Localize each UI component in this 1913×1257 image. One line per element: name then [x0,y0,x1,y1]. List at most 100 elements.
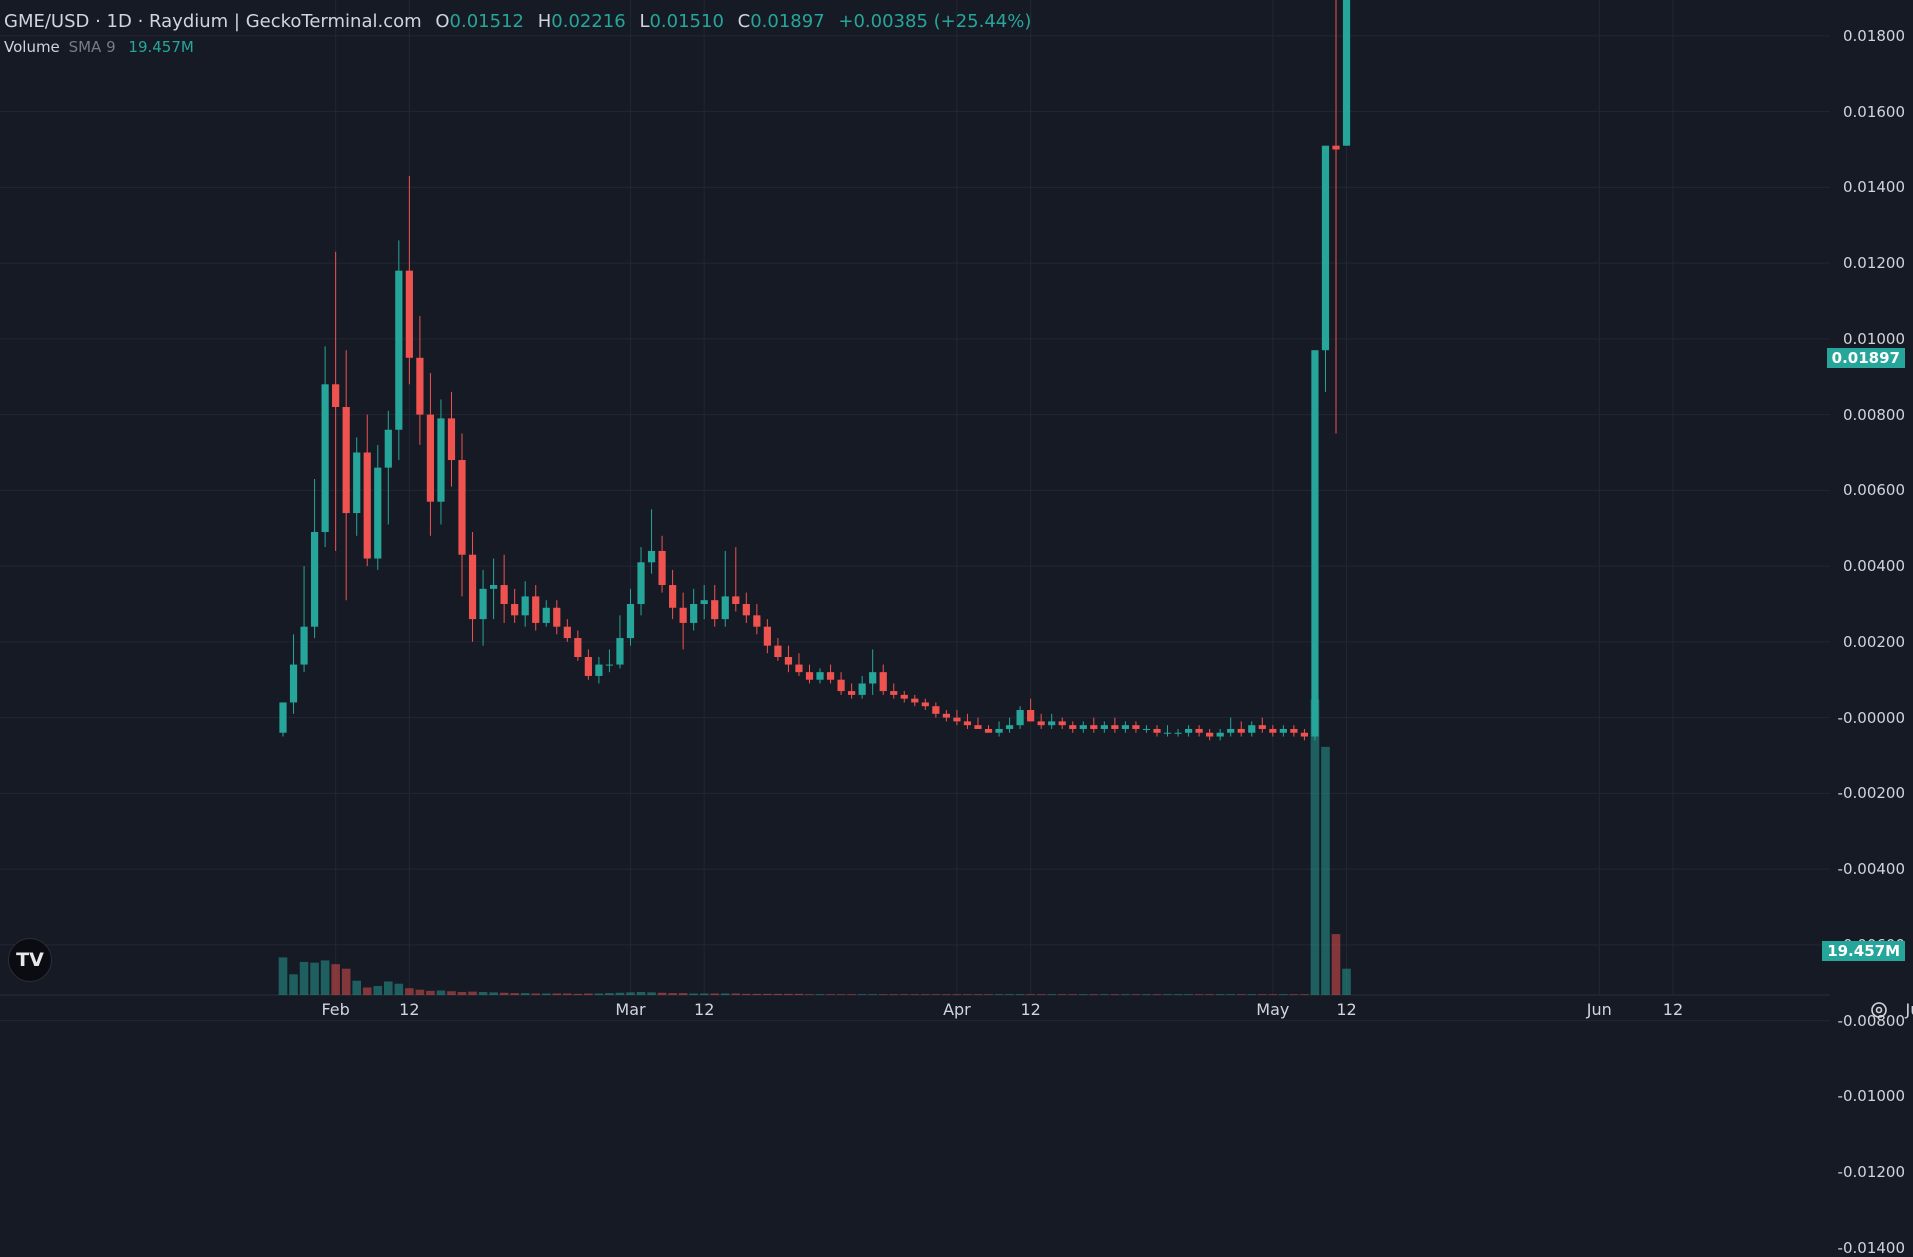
volume-bar [720,993,730,995]
candle-body [953,717,961,722]
volume-bar [1142,994,1151,995]
candle-body [1332,145,1340,150]
volume-bar [520,993,530,995]
price-chart[interactable] [0,0,1913,1030]
candle-body [616,638,624,665]
volume-label[interactable]: Volume [4,38,60,56]
volume-bar [362,987,372,995]
candle-body [932,706,940,714]
candle-body [626,603,635,639]
candle-body [658,550,666,586]
volume-bar [1342,968,1351,995]
open-label: O [435,11,450,32]
volume-bar [373,985,383,995]
y-tick-label: 0.01800 [1842,26,1905,45]
settings-gear-icon[interactable] [1869,1000,1889,1020]
volume-bar [784,993,793,995]
volume-bar [1194,994,1204,995]
volume-bar [1215,994,1225,995]
candle-body [753,615,761,627]
open-value: 0.01512 [449,11,524,32]
candle-body [426,414,435,502]
volume-bar [468,991,477,995]
volume-bar [1289,994,1299,995]
candle-body [342,407,350,514]
volume-bar [731,993,741,995]
x-tick-label: Jun [1586,1000,1612,1019]
candle-body [637,562,645,604]
volume-bar [384,981,393,995]
volume-bar [1300,994,1309,995]
volume-bar [615,992,625,995]
candle-body [784,657,793,665]
y-tick-label: -0.01200 [1837,1163,1905,1182]
candle-body [1258,725,1266,729]
volume-bar [1152,994,1162,995]
volume-bar [942,994,951,995]
x-tick-label: Mar [615,1000,646,1019]
y-tick-label: -0.00000 [1837,708,1905,727]
y-tick-label: 0.01200 [1842,254,1905,273]
candle-body [405,270,413,358]
volume-sma-value: 19.457M [128,38,194,56]
volume-bar [594,993,604,995]
volume-bar [742,993,751,995]
volume-bar [415,989,425,995]
candle-body [1206,732,1214,737]
candle-body [1311,350,1319,737]
candle-body [869,672,877,684]
volume-bar [573,993,583,995]
volume-bar [889,994,899,995]
candle-body [416,357,424,415]
candle-body [1037,721,1045,726]
volume-bar [826,994,835,995]
candle-body [679,607,687,623]
tradingview-logo[interactable]: TV [8,938,52,982]
volume-bar [478,991,488,995]
volume-bar [1247,994,1257,995]
x-tick-label: 12 [1662,1000,1684,1019]
x-tick-label: 12 [399,1000,420,1019]
volume-bar [836,994,846,995]
candle-body [332,384,340,408]
volume-bar [426,990,435,995]
candle-body [1269,728,1277,733]
volume-bar [1026,994,1035,995]
volume-bar [531,993,541,995]
candle-body [1174,732,1182,734]
candle-body [1121,725,1129,729]
volume-bar [1131,994,1141,995]
volume-bar [1057,994,1067,995]
chart-legend: GME/USD · 1D · Raydium | GeckoTerminal.c… [4,8,1031,36]
candle-body [816,672,824,680]
candle-body [669,585,677,608]
x-tick-label: May [1256,1000,1290,1019]
candle-body [984,728,993,733]
x-tick-label: 12 [1020,1000,1041,1019]
volume-sma-label: SMA 9 [68,38,116,56]
volume-bar [815,994,825,995]
candle-body [1027,710,1035,722]
volume-bar [320,960,330,995]
candle-body [1248,725,1256,733]
candle-body [447,418,456,461]
volume-bar [678,993,688,995]
candle-body [942,713,950,718]
candle-body [279,702,287,733]
candle-body [300,626,308,665]
candle-body [848,691,856,695]
symbol-title[interactable]: GME/USD · 1D · Raydium | GeckoTerminal.c… [4,11,422,32]
candle-body [732,596,740,604]
volume-bar [1184,994,1193,995]
volume-bar [899,994,909,995]
candle-body [384,429,392,468]
volume-bar [352,980,362,995]
volume-bar [1279,994,1288,995]
volume-bar [1015,994,1025,995]
candle-body [1048,721,1056,726]
candle-body [363,452,371,559]
volume-bar [921,994,930,995]
candle-body [1005,725,1014,729]
volume-bar [405,988,414,995]
logo-text: TV [16,949,44,971]
